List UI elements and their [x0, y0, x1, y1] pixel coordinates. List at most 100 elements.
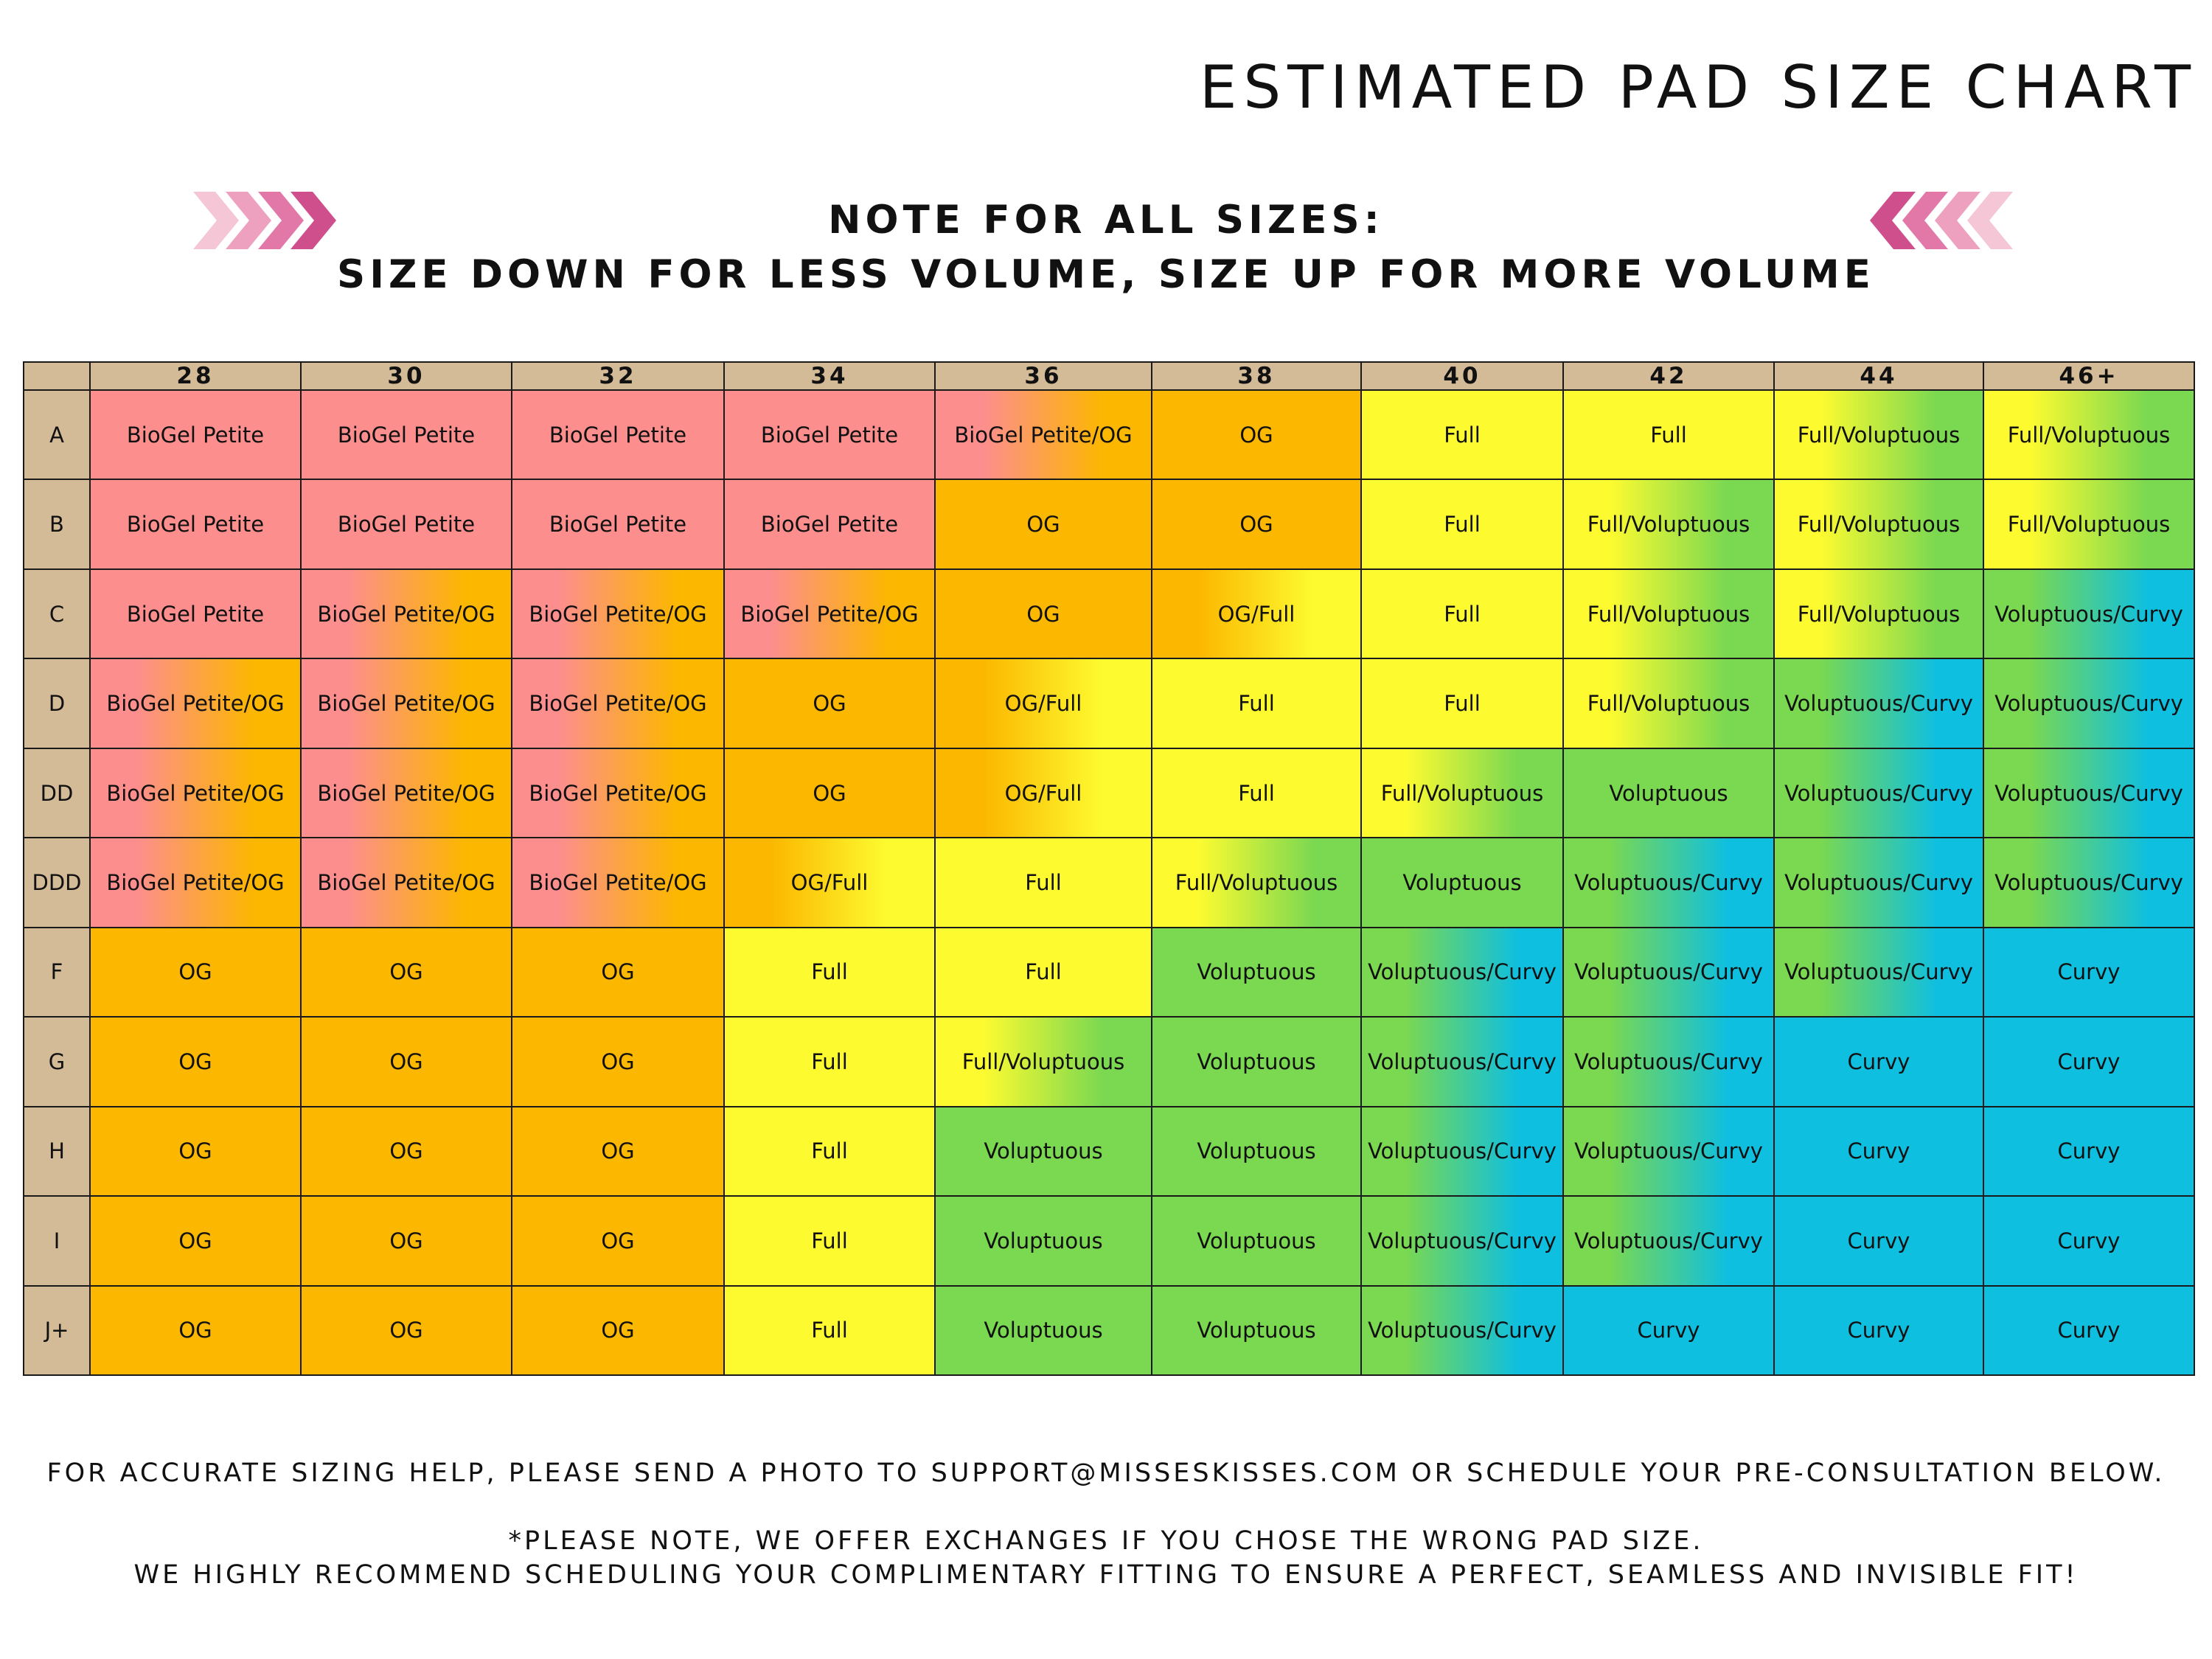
pad-size-cell: OG/Full	[1151, 568, 1362, 660]
pad-size-cell: Full	[1562, 389, 1775, 481]
pad-size-cell: OG	[723, 747, 936, 839]
pad-size-cell: Voluptuous	[934, 1195, 1152, 1287]
pad-size-cell: Voluptuous/Curvy	[1983, 747, 2195, 839]
pad-size-cell: BioGel Petite	[511, 479, 725, 570]
pad-size-cell: BioGel Petite/OG	[511, 658, 725, 749]
pad-size-cell: OG	[300, 926, 512, 1018]
chevron-icon	[291, 192, 336, 249]
pad-size-cell: Curvy	[1983, 1195, 2195, 1287]
band-size-header: 40	[1360, 361, 1564, 391]
pad-size-cell: Full/Voluptuous	[1983, 479, 2195, 570]
pad-size-cell: OG	[723, 658, 936, 749]
pad-size-cell: Voluptuous/Curvy	[1562, 837, 1775, 928]
pad-size-cell: Full	[723, 1195, 936, 1287]
pad-size-cell: Voluptuous/Curvy	[1773, 747, 1984, 839]
pad-size-cell: Voluptuous	[1151, 1284, 1362, 1377]
pad-size-cell: OG	[300, 1284, 512, 1377]
pad-size-cell: OG	[934, 479, 1152, 570]
size-note-text: SIZE DOWN FOR LESS VOLUME, SIZE UP FOR M…	[337, 252, 1875, 297]
pad-size-cell: Full/Voluptuous	[1773, 389, 1984, 481]
pad-size-cell: Full	[723, 1105, 936, 1197]
table-row: DD BioGel Petite/OG BioGel Petite/OG BioGel…	[23, 747, 2195, 839]
pad-size-cell: BioGel Petite/OG	[511, 747, 725, 839]
band-size-header-row: 28 30 32 34 36 38 40 42 44 46+	[23, 361, 2195, 391]
pad-size-cell: Voluptuous/Curvy	[1773, 837, 1984, 928]
pad-size-cell: OG	[89, 1016, 302, 1107]
pad-size-cell: Curvy	[1773, 1284, 1984, 1377]
pad-size-cell: Voluptuous/Curvy	[1360, 1016, 1564, 1107]
band-size-header: 34	[723, 361, 936, 391]
pad-size-cell: Voluptuous/Curvy	[1983, 837, 2195, 928]
pad-size-cell: OG	[300, 1016, 512, 1107]
pad-size-cell: OG	[511, 1284, 725, 1377]
pad-size-cell: OG/Full	[934, 747, 1152, 839]
pad-size-cell: Full	[723, 1016, 936, 1107]
table-row: H OG OG OG Full Voluptuous Voluptuous Voluptuou…	[23, 1105, 2195, 1197]
pad-size-cell: Full	[1360, 389, 1564, 481]
pad-size-cell: Full/Voluptuous	[1151, 837, 1362, 928]
pad-size-cell: OG	[89, 1105, 302, 1197]
pad-size-cell: BioGel Petite/OG	[300, 658, 512, 749]
pad-size-cell: OG/Full	[934, 658, 1152, 749]
pad-size-cell: Voluptuous	[934, 1284, 1152, 1377]
pad-size-cell: Full	[1151, 658, 1362, 749]
pad-size-cell: Curvy	[1983, 1284, 2195, 1377]
table-row: DDD BioGel Petite/OG BioGel Petite/OG BioGe…	[23, 837, 2195, 928]
pad-size-cell: BioGel Petite/OG	[300, 568, 512, 660]
pad-size-cell: BioGel Petite/OG	[89, 837, 302, 928]
cup-size-label: D	[23, 658, 91, 749]
cup-size-label: H	[23, 1105, 91, 1197]
pad-size-cell: Full/Voluptuous	[1773, 479, 1984, 570]
pad-size-cell: Full	[723, 926, 936, 1018]
table-row: A BioGel Petite BioGel Petite BioGel Petite…	[23, 389, 2195, 481]
pad-size-cell: Full/Voluptuous	[1562, 479, 1775, 570]
cup-size-label: F	[23, 926, 91, 1018]
pad-size-cell: BioGel Petite/OG	[300, 747, 512, 839]
pad-size-cell: Voluptuous/Curvy	[1562, 926, 1775, 1018]
pad-size-cell: Voluptuous	[1151, 1105, 1362, 1197]
chevron-icon	[1902, 192, 1948, 249]
cup-size-label: B	[23, 479, 91, 570]
pad-size-cell: Full	[1360, 568, 1564, 660]
pad-size-cell: Curvy	[1773, 1195, 1984, 1287]
pad-size-cell: Voluptuous	[1562, 747, 1775, 839]
pad-size-cell: Full/Voluptuous	[934, 1016, 1152, 1107]
pad-size-cell: Curvy	[1562, 1284, 1775, 1377]
pad-size-cell: Curvy	[1773, 1105, 1984, 1197]
pad-size-cell: Curvy	[1983, 1016, 2195, 1107]
chevron-icon	[258, 192, 304, 249]
pad-size-cell: BioGel Petite/OG	[89, 747, 302, 839]
pad-size-cell: Voluptuous/Curvy	[1360, 1105, 1564, 1197]
pad-size-cell: OG	[511, 1195, 725, 1287]
pad-size-cell: Full/Voluptuous	[1562, 568, 1775, 660]
pad-size-cell: Voluptuous/Curvy	[1360, 926, 1564, 1018]
pad-size-cell: BioGel Petite	[89, 568, 302, 660]
pad-size-cell: OG	[1151, 479, 1362, 570]
pad-size-cell: Full	[934, 926, 1152, 1018]
pad-size-cell: Voluptuous/Curvy	[1562, 1195, 1775, 1287]
table-row: C BioGel Petite BioGel Petite/OG BioGel Pet…	[23, 568, 2195, 660]
pad-size-cell: Full/Voluptuous	[1562, 658, 1775, 749]
band-size-header: 30	[300, 361, 512, 391]
sizing-help-text: FOR ACCURATE SIZING HELP, PLEASE SEND A …	[46, 1458, 2166, 1488]
pad-size-cell: OG	[934, 568, 1152, 660]
exchange-note: *PLEASE NOTE, WE OFFER EXCHANGES IF YOU …	[508, 1526, 1704, 1556]
pad-size-cell: Full/Voluptuous	[1360, 747, 1564, 839]
pad-size-table: 28 30 32 34 36 38 40 42 44 46+ A BioGel Petite BioG…	[23, 361, 2195, 1377]
pad-size-cell: BioGel Petite/OG	[511, 568, 725, 660]
cup-size-label: C	[23, 568, 91, 660]
pad-size-cell: Full	[934, 837, 1152, 928]
chevron-icon	[1935, 192, 1980, 249]
cup-size-label: G	[23, 1016, 91, 1107]
pad-size-cell: BioGel Petite	[300, 389, 512, 481]
cup-size-label: DDD	[23, 837, 91, 928]
table-row: G OG OG OG Full Full/Voluptuous Voluptuous Volu…	[23, 1016, 2195, 1107]
chevron-icon	[1870, 192, 1916, 249]
band-size-header: 32	[511, 361, 725, 391]
pad-size-cell: Voluptuous/Curvy	[1773, 926, 1984, 1018]
band-size-header: 36	[934, 361, 1152, 391]
pad-size-cell: BioGel Petite	[723, 389, 936, 481]
pad-size-cell: OG	[1151, 389, 1362, 481]
band-size-header: 28	[89, 361, 302, 391]
pad-size-cell: Curvy	[1983, 1105, 2195, 1197]
